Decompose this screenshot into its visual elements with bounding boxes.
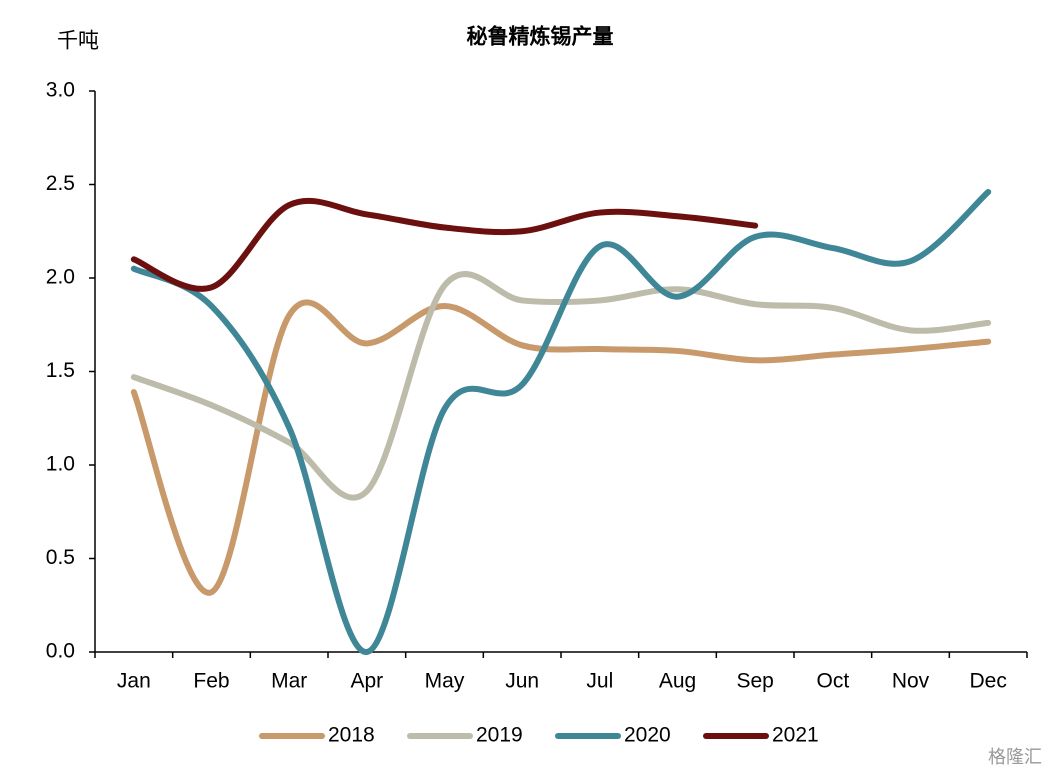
x-tick-label: Aug	[659, 670, 696, 693]
series-line	[130, 299, 992, 596]
x-tick-label: Jul	[586, 670, 613, 693]
series-line	[130, 188, 992, 655]
legend-label: 2020	[624, 724, 671, 747]
legend-label: 2018	[328, 724, 375, 747]
y-tick-label: 1.5	[46, 359, 75, 382]
x-tick-label: Dec	[969, 670, 1006, 693]
legend-label: 2019	[476, 724, 523, 747]
y-tick-label: 2.5	[46, 172, 75, 195]
x-tick-label: Jan	[117, 670, 151, 693]
y-tick-label: 0.0	[46, 640, 75, 663]
y-tick-label: 0.5	[46, 546, 75, 569]
watermark: 格隆汇	[988, 747, 1042, 767]
x-tick-label: Sep	[736, 670, 773, 693]
x-tick-label: Nov	[892, 670, 930, 693]
x-tick-label: Apr	[350, 670, 383, 693]
y-tick-label: 1.0	[46, 453, 75, 476]
x-tick-label: Feb	[193, 670, 229, 693]
series-line	[130, 198, 759, 292]
y-tick-label: 3.0	[46, 79, 75, 102]
x-tick-label: Jun	[505, 670, 539, 693]
chart-title: 秘鲁精炼锡产量	[467, 25, 614, 49]
x-tick-label: Oct	[816, 670, 849, 693]
y-axis-label: 千吨	[57, 30, 99, 53]
series-line	[130, 271, 992, 501]
legend-label: 2021	[772, 724, 819, 747]
x-tick-label: May	[425, 670, 465, 693]
y-tick-label: 2.0	[46, 266, 75, 289]
x-tick-label: Mar	[271, 670, 307, 693]
